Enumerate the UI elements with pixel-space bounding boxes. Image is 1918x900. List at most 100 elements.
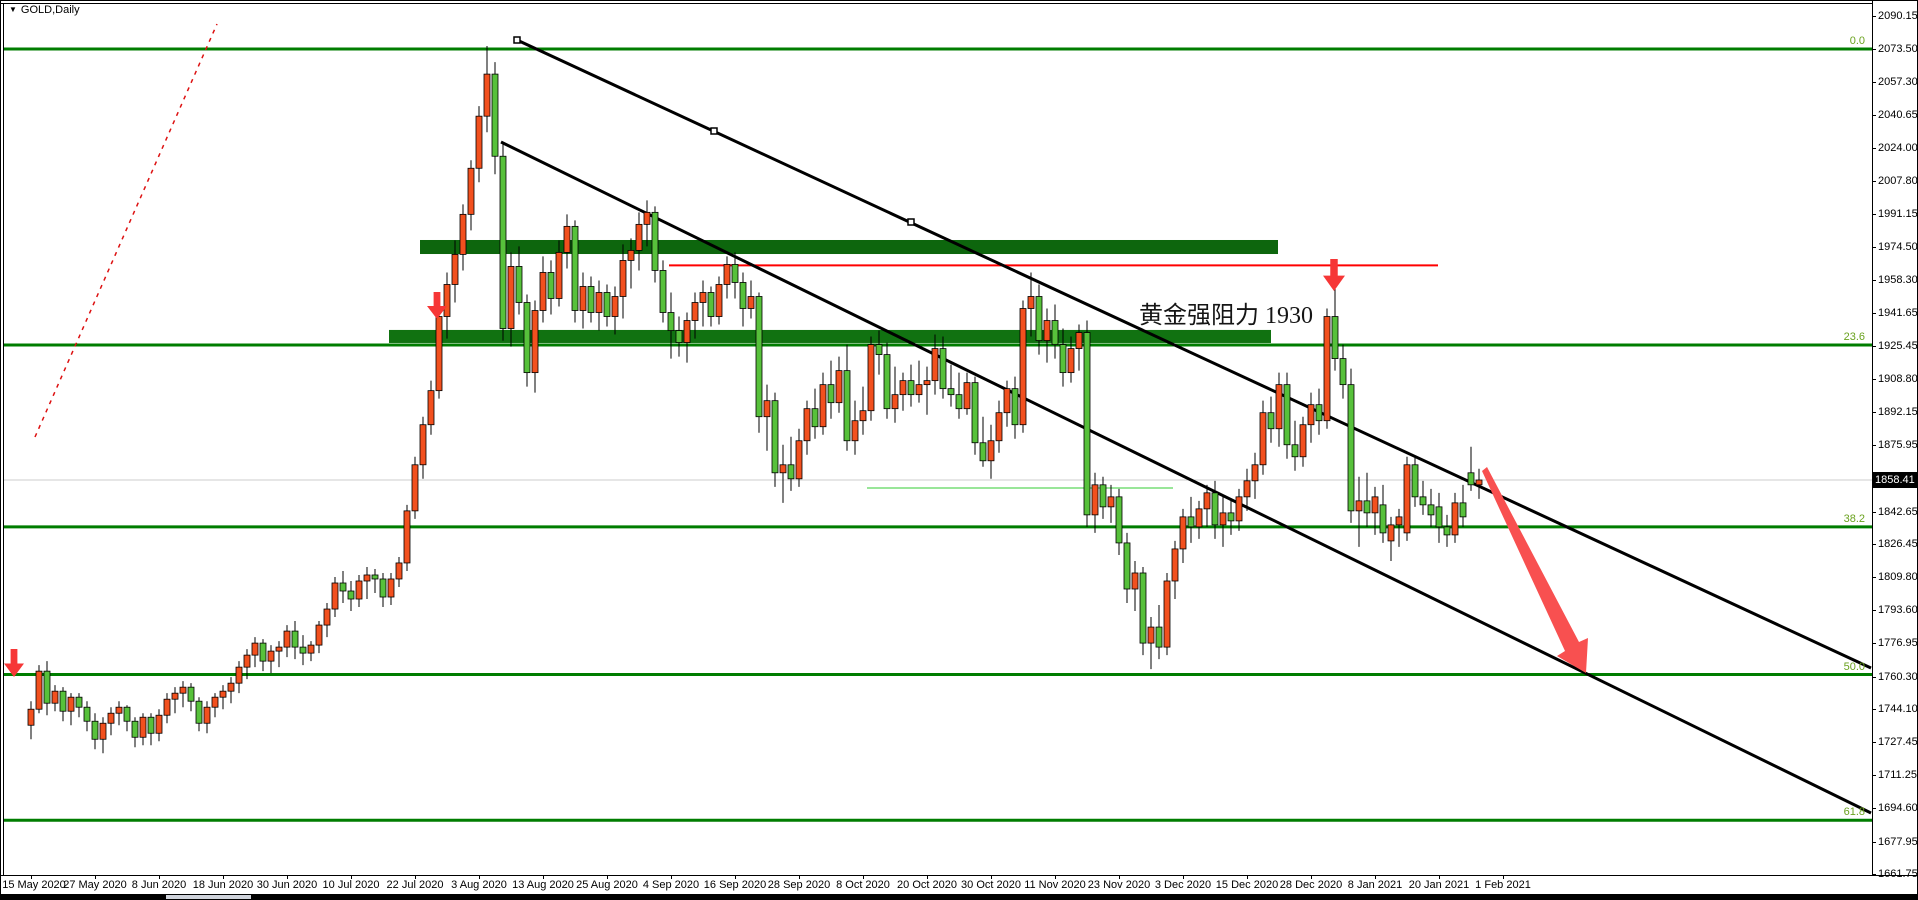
- candle-body: [787, 464, 795, 480]
- upper-channel-line[interactable]: [516, 38, 1872, 670]
- candle-body: [339, 582, 347, 592]
- fib-level-label-61.8: 61.8: [1843, 806, 1865, 819]
- candle-body: [707, 292, 715, 317]
- candle-body: [923, 380, 931, 386]
- candle-body: [619, 260, 627, 297]
- candle-body: [907, 380, 915, 396]
- candle-body: [1355, 500, 1363, 512]
- price-tick-label: 1760.30: [1878, 670, 1918, 683]
- candle-body: [115, 706, 123, 714]
- price-tick-mark: [1872, 313, 1876, 315]
- price-tick-mark: [1872, 874, 1876, 875]
- price-tick-mark: [1872, 676, 1876, 678]
- candle-body: [211, 696, 219, 708]
- candle-body: [347, 590, 355, 600]
- price-tick-label: 1941.65: [1878, 307, 1918, 320]
- red-arrow-july[interactable]: [427, 292, 447, 319]
- lower-supply-zone[interactable]: [389, 329, 1271, 343]
- candle-body: [259, 642, 267, 662]
- price-tick-label: 2007.80: [1878, 174, 1918, 187]
- price-tick-mark: [1872, 247, 1876, 249]
- date-tick-mark: [671, 875, 672, 879]
- annotation-text[interactable]: 黄金强阻力 1930: [1139, 303, 1313, 329]
- price-tick-mark: [1872, 544, 1876, 546]
- bottom-chrome-accent: [166, 895, 251, 899]
- price-tick-mark: [1872, 444, 1876, 446]
- candle-body: [1291, 444, 1299, 458]
- time-axis-separator: [1, 875, 1917, 876]
- candle-body: [899, 380, 907, 396]
- candle-body: [571, 225, 579, 311]
- candle-body: [795, 440, 803, 480]
- candle-body: [763, 400, 771, 418]
- candle-body: [107, 712, 115, 724]
- candle-body: [675, 330, 683, 343]
- candle-body: [875, 344, 883, 355]
- current-price-badge: 1858.41: [1873, 471, 1917, 488]
- candle-body: [1259, 412, 1267, 466]
- candle-body: [419, 424, 427, 466]
- candle-body: [659, 270, 667, 313]
- candle-body: [947, 388, 955, 396]
- lower-channel-line[interactable]: [500, 140, 1872, 815]
- candle-body: [851, 420, 859, 442]
- candle-body: [35, 670, 43, 710]
- big-red-arrow[interactable]: [1482, 467, 1588, 673]
- candle-body: [1411, 464, 1419, 498]
- candle-body: [1443, 526, 1451, 536]
- price-tick-label: 1908.80: [1878, 373, 1918, 386]
- candle-body: [1003, 388, 1011, 414]
- candle-body: [1459, 502, 1467, 518]
- red-arrow-left-edge[interactable]: [4, 649, 24, 677]
- fib-level-label-23.6: 23.6: [1843, 330, 1865, 343]
- candle-body: [643, 211, 651, 225]
- candle-body: [723, 264, 731, 285]
- symbol-timeframe-label[interactable]: ▼ GOLD,Daily: [9, 4, 80, 16]
- candle-body: [27, 708, 35, 726]
- bottom-chrome-bar: [1, 894, 1917, 899]
- candle-body: [1155, 626, 1163, 648]
- date-tick-mark: [927, 875, 928, 879]
- upper-channel-line-handle-1[interactable]: [710, 127, 718, 135]
- symbol-label-text: GOLD,Daily: [20, 4, 80, 16]
- price-tick-label: 1661.75: [1878, 868, 1918, 880]
- price-tick-mark: [1872, 742, 1876, 744]
- upper-channel-line-handle-0[interactable]: [513, 36, 521, 44]
- candle-body: [515, 266, 523, 303]
- candle-body: [1115, 496, 1123, 544]
- candle-body: [979, 442, 987, 462]
- price-tick-label: 1826.45: [1878, 538, 1918, 551]
- price-tick-label: 2073.50: [1878, 43, 1918, 56]
- candle-body: [547, 272, 555, 299]
- candle-body: [507, 266, 515, 329]
- price-tick-mark: [1872, 279, 1876, 281]
- candle-body: [987, 440, 995, 462]
- candle-body: [291, 630, 299, 648]
- date-tick-mark: [543, 875, 544, 879]
- candle-body: [1011, 388, 1019, 426]
- candle-body: [867, 344, 875, 412]
- candle-body: [483, 73, 491, 117]
- candle-body: [299, 646, 307, 654]
- chart-canvas[interactable]: [1, 1, 1872, 875]
- price-tick-label: 1744.10: [1878, 703, 1918, 715]
- price-tick-mark: [1872, 643, 1876, 645]
- upper-channel-line-handle-2[interactable]: [907, 218, 915, 226]
- date-tick-label: 11 Nov 2020: [1024, 879, 1086, 891]
- candle-body: [1307, 404, 1315, 426]
- date-tick-mark: [607, 875, 608, 879]
- date-tick-mark: [31, 875, 32, 879]
- candle-body: [491, 73, 499, 157]
- candle-body: [499, 155, 507, 329]
- candle-body: [1339, 358, 1347, 386]
- price-tick-mark: [1872, 774, 1876, 776]
- candle-body: [179, 686, 187, 694]
- date-tick-label: 10 Jul 2020: [322, 879, 380, 891]
- dashed-trendline[interactable]: [34, 23, 218, 438]
- date-tick-label: 8 Jan 2021: [1347, 879, 1403, 891]
- date-tick-label: 30 Oct 2020: [961, 879, 1021, 891]
- price-tick-mark: [1872, 81, 1876, 83]
- candle-body: [195, 700, 203, 724]
- red-arrow-january[interactable]: [1323, 259, 1345, 291]
- upper-supply-zone[interactable]: [420, 239, 1278, 255]
